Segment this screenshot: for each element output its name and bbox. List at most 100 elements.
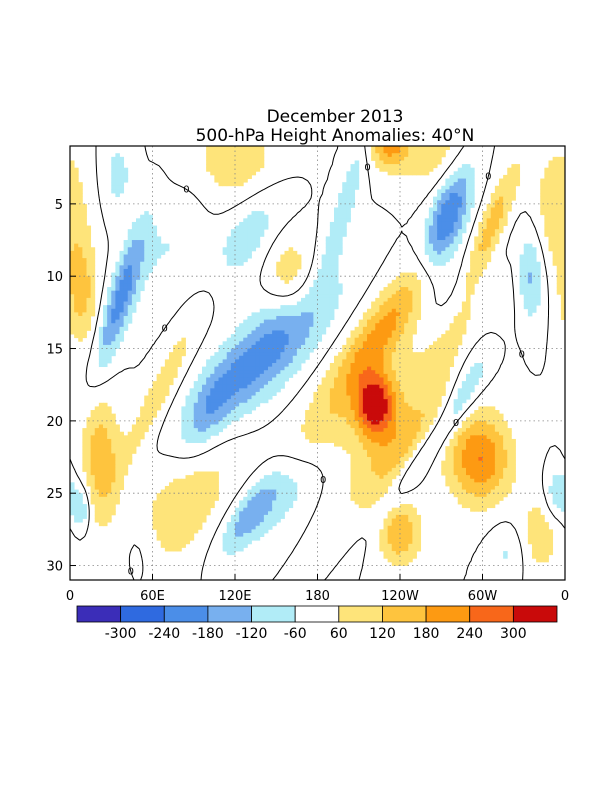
anomaly-cell — [210, 489, 215, 494]
anomaly-cell — [453, 489, 459, 494]
anomaly-cell — [235, 366, 240, 371]
anomaly-cell — [461, 391, 467, 396]
anomaly-cell — [540, 185, 545, 190]
anomaly-cell — [482, 471, 488, 476]
anomaly-cell — [263, 348, 269, 353]
anomaly-cell — [210, 395, 215, 400]
anomaly-cell — [507, 449, 512, 454]
anomaly-cell — [74, 301, 79, 306]
anomaly-cell — [202, 428, 207, 433]
anomaly-cell — [412, 272, 417, 277]
anomaly-cell — [247, 504, 252, 509]
anomaly-cell — [367, 348, 372, 353]
anomaly-cell — [383, 413, 389, 418]
anomaly-cell — [424, 221, 430, 226]
anomaly-cell — [552, 489, 558, 494]
anomaly-cell — [395, 446, 401, 451]
anomaly-cell — [474, 489, 479, 494]
anomaly-cell — [181, 496, 186, 501]
anomaly-cell — [309, 413, 314, 418]
anomaly-cell — [457, 435, 463, 440]
anomaly-cell — [247, 254, 252, 259]
anomaly-cell — [226, 250, 232, 255]
anomaly-cell — [222, 174, 228, 179]
anomaly-cell — [301, 428, 306, 433]
anomaly-cell — [70, 160, 75, 165]
anomaly-cell — [490, 211, 496, 216]
anomaly-cell — [470, 189, 475, 194]
anomaly-cell — [470, 370, 475, 375]
anomaly-cell — [210, 431, 215, 436]
anomaly-cell — [346, 449, 351, 454]
anomaly-cell — [107, 294, 112, 299]
anomaly-cell — [243, 373, 248, 378]
anomaly-cell — [445, 460, 450, 465]
anomaly-cell — [519, 287, 525, 292]
anomaly-cell — [400, 388, 405, 393]
anomaly-cell — [230, 232, 236, 237]
anomaly-cell — [177, 485, 182, 490]
anomaly-cell — [441, 344, 446, 349]
anomaly-cell — [362, 428, 368, 433]
anomaly-cell — [263, 395, 269, 400]
anomaly-cell — [540, 189, 545, 194]
anomaly-cell — [94, 431, 100, 436]
anomaly-cell — [499, 464, 504, 469]
anomaly-cell — [354, 363, 360, 368]
anomaly-cell — [280, 276, 285, 281]
anomaly-cell — [358, 504, 364, 509]
anomaly-cell — [317, 337, 323, 342]
anomaly-cell — [131, 258, 137, 263]
anomaly-cell — [329, 297, 335, 302]
anomaly-cell — [284, 370, 290, 375]
anomaly-cell — [243, 218, 248, 223]
anomaly-cell — [449, 485, 455, 490]
anomaly-cell — [169, 507, 174, 512]
anomaly-cell — [478, 493, 483, 498]
anomaly-cell — [416, 160, 422, 165]
anomaly-cell — [367, 482, 372, 487]
anomaly-cell — [140, 243, 145, 248]
anomaly-cell — [119, 164, 125, 169]
anomaly-cell — [461, 164, 467, 169]
anomaly-cell — [400, 164, 405, 169]
anomaly-cell — [404, 348, 409, 353]
anomaly-cell — [243, 229, 248, 234]
anomaly-cell — [466, 283, 471, 288]
anomaly-cell — [276, 334, 281, 339]
anomaly-cell — [350, 189, 356, 194]
anomaly-cell — [362, 410, 368, 415]
anomaly-cell — [412, 290, 417, 295]
anomaly-cell — [202, 489, 207, 494]
anomaly-cell — [428, 384, 434, 389]
anomaly-cell — [70, 323, 75, 328]
anomaly-cell — [98, 460, 104, 465]
anomaly-cell — [354, 438, 360, 443]
anomaly-cell — [243, 337, 248, 342]
anomaly-cell — [461, 185, 467, 190]
anomaly-cell — [453, 185, 459, 190]
anomaly-cell — [127, 301, 133, 306]
anomaly-cell — [82, 504, 87, 509]
anomaly-cell — [123, 471, 129, 476]
anomaly-cell — [148, 225, 153, 230]
anomaly-cell — [144, 240, 149, 245]
anomaly-cell — [214, 417, 219, 422]
anomaly-cell — [383, 153, 389, 158]
anomaly-cell — [441, 193, 446, 198]
anomaly-cell — [433, 211, 438, 216]
anomaly-cell — [556, 232, 562, 237]
anomaly-cell — [90, 417, 96, 422]
anomaly-cell — [239, 250, 244, 255]
anomaly-cell — [82, 446, 87, 451]
anomaly-cell — [346, 417, 351, 422]
anomaly-cell — [334, 279, 339, 284]
anomaly-cell — [515, 164, 521, 169]
anomaly-cell — [263, 214, 269, 219]
anomaly-cell — [470, 475, 475, 480]
anomaly-cell — [494, 218, 500, 223]
anomaly-cell — [379, 315, 384, 320]
anomaly-cell — [449, 359, 455, 364]
anomaly-cell — [276, 514, 281, 519]
anomaly-cell — [317, 330, 323, 335]
